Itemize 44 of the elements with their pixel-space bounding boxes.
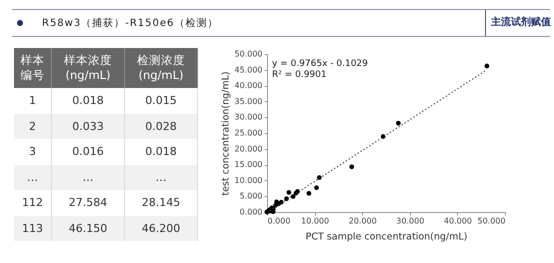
text: 112 [22, 196, 44, 210]
text: 3 [29, 145, 36, 158]
text: … [82, 170, 94, 184]
text: 28.145 [142, 196, 180, 210]
y-tick-label: 5.000 [240, 192, 262, 201]
text: 46.200 [142, 222, 180, 235]
text: 主流试剂赋值 [485, 10, 551, 36]
text: 检测浓度 (ng/mL) [136, 53, 186, 83]
text: 样本编号 [20, 53, 46, 83]
text: 0.033 [72, 120, 104, 133]
x-axis-title: PCT sample concentration(ng/mL) [306, 232, 468, 242]
x-tick-label: 40.000 [444, 216, 472, 226]
x-tick-label: 20.000 [348, 216, 377, 226]
annotation: R² = 0.9901 [272, 70, 327, 80]
y-tick-label: 10.000 [234, 176, 262, 185]
text: 0.018 [145, 145, 177, 158]
text: … [156, 170, 166, 184]
text: 46.150 [68, 222, 108, 235]
text: 27.584 [68, 196, 108, 210]
text: 0.015 [145, 94, 177, 108]
text: 0.018 [72, 94, 104, 108]
text: 样本浓度 (ng/mL) [63, 53, 114, 83]
text: R58w3（捕获）-R150e6（检测） [42, 16, 218, 30]
x-tick-label: 30.000 [396, 216, 424, 226]
x-tick-label: 10.000 [301, 216, 330, 226]
y-tick-label: 30.000 [234, 112, 262, 122]
y-tick-label: 15.000 [234, 160, 262, 170]
x-tick-label: 0.000 [268, 216, 290, 226]
text: 0.016 [72, 145, 104, 158]
text: … [27, 170, 38, 184]
y-axis-title: test concentration(ng/mL) [220, 71, 232, 196]
text: 1 [29, 94, 36, 108]
y-tick-label: 25.000 [234, 128, 262, 138]
text: 113 [22, 222, 44, 235]
y-tick-label: 20.000 [234, 144, 262, 154]
annotation: y = 0.9765x - 0.1029 [272, 59, 368, 69]
text: 2 [29, 120, 36, 133]
y-tick-label: 35.000 [234, 96, 262, 106]
y-tick-label: 40.000 [234, 81, 262, 90]
y-tick-label: 50.000 [234, 50, 262, 58]
y-tick-label: 0.000 [240, 208, 262, 216]
x-tick-label: 50.000 [478, 216, 506, 226]
y-tick-label: 45.000 [234, 65, 262, 74]
text: 0.028 [145, 120, 177, 133]
